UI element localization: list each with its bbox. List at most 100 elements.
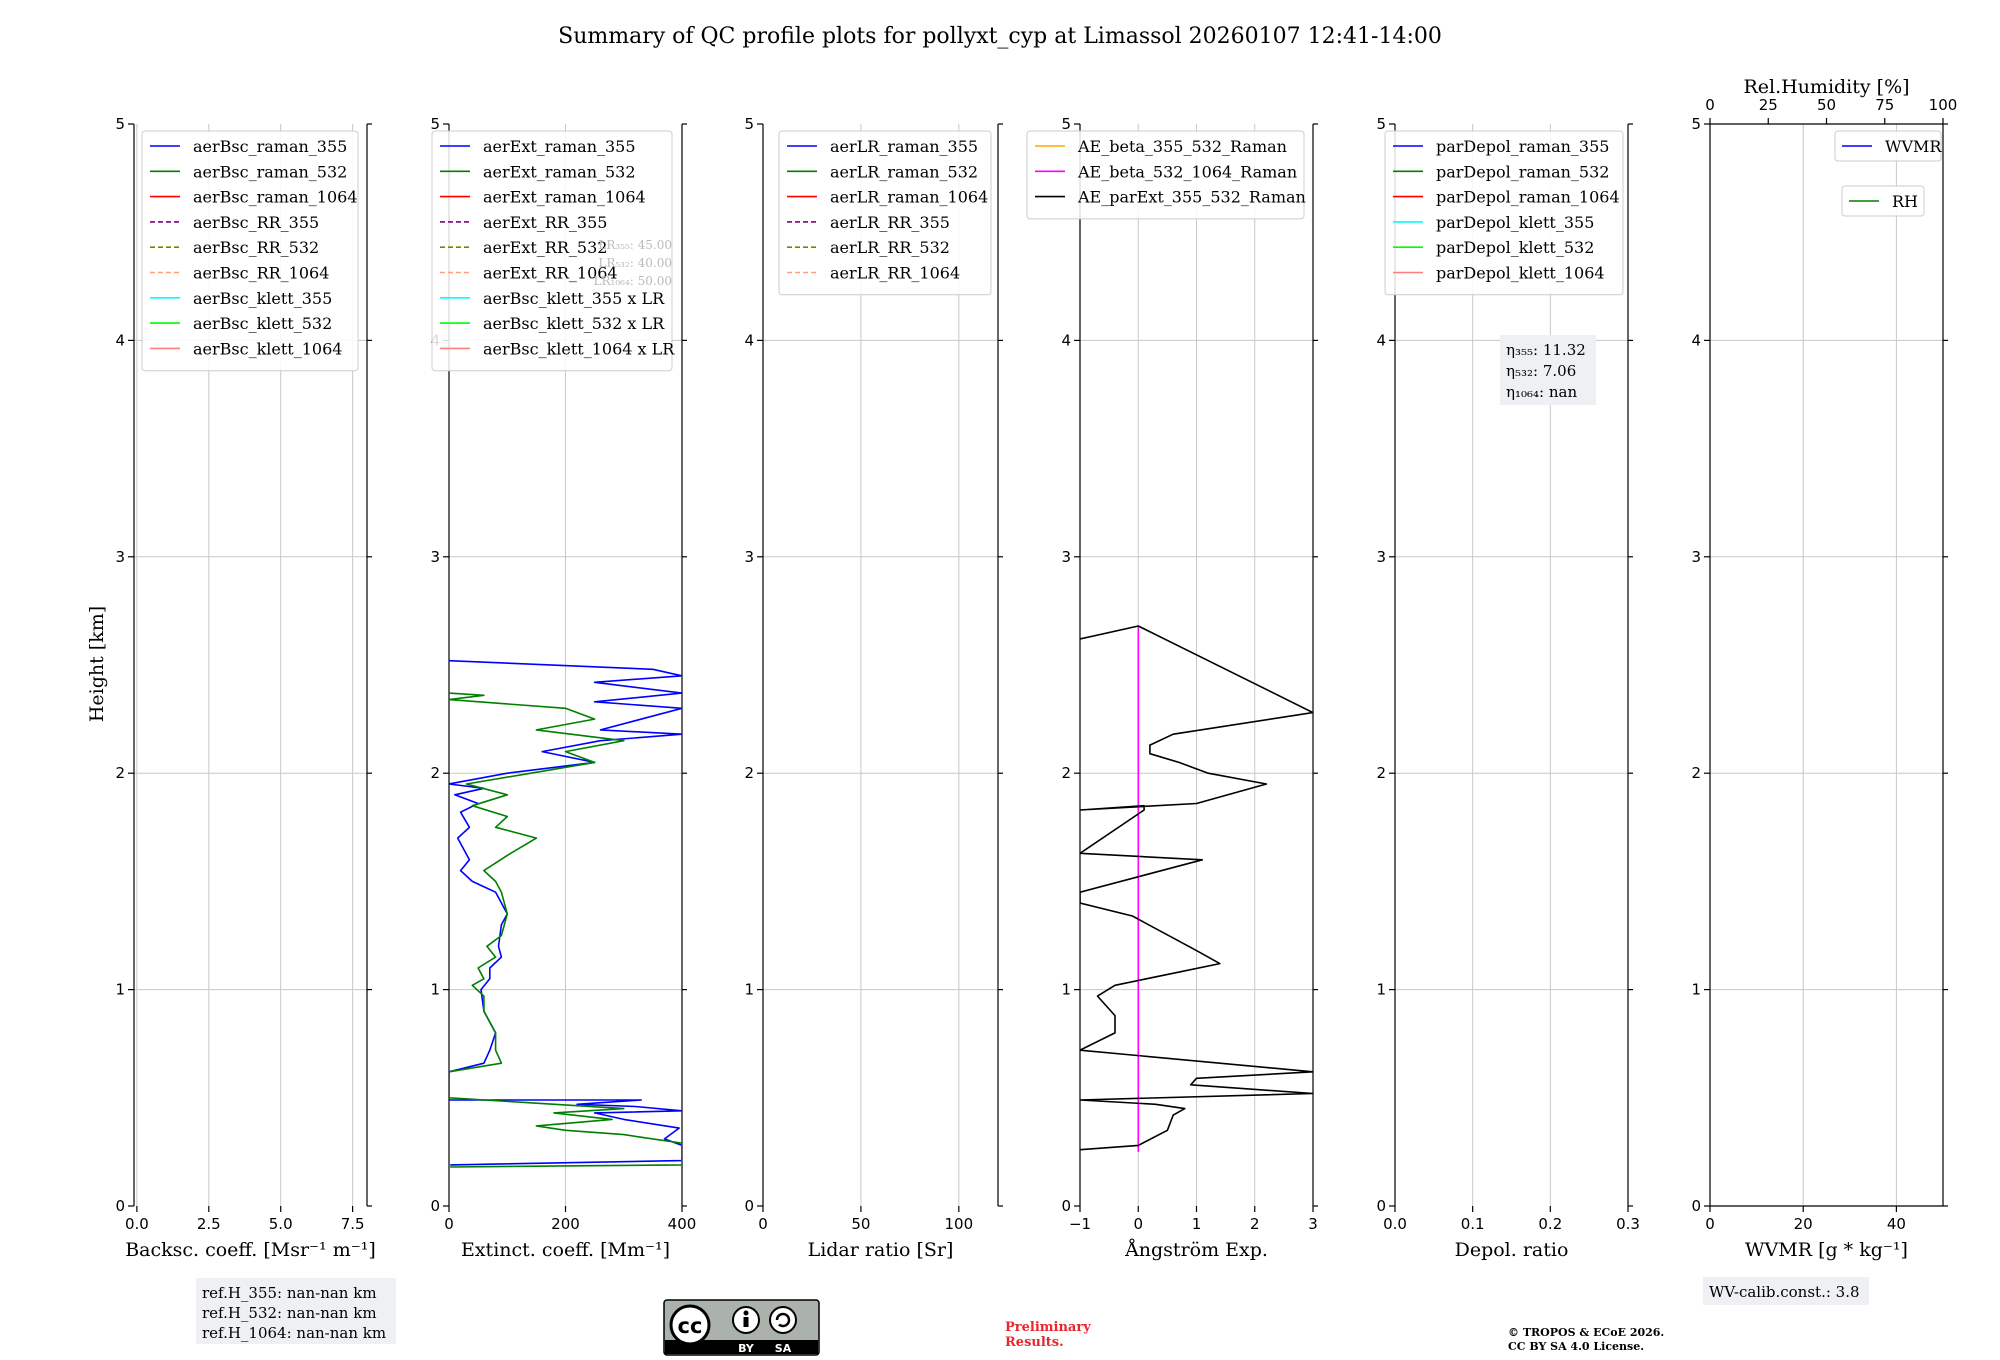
- x-tick-label: 400: [668, 1215, 697, 1233]
- x-tick-label: 100: [945, 1215, 974, 1233]
- share-alike-icon: [769, 1306, 797, 1334]
- y-tick-label: 3: [115, 548, 125, 566]
- y-tick-label: 2: [744, 764, 754, 782]
- x-tick-label: 1: [1192, 1215, 1202, 1233]
- x-tick-label: 0: [1133, 1215, 1143, 1233]
- y-tick-label: 2: [115, 764, 125, 782]
- y-tick-label: 5: [115, 115, 125, 133]
- lr-note: LR₅₃₂: 40.00: [598, 256, 672, 270]
- legend-label: aerBsc_klett_355: [193, 289, 332, 308]
- preliminary-line-2: Results.: [1005, 1335, 1064, 1350]
- legend-label: aerExt_RR_355: [483, 213, 607, 232]
- eta-box: η₃₅₅: 11.32 η₅₃₂: 7.06 η₁₀₆₄: nan: [1500, 335, 1596, 405]
- y-tick-label: 5: [1691, 115, 1701, 133]
- cc-logo-text: cc: [678, 1314, 703, 1338]
- figure-title: Summary of QC profile plots for pollyxt_…: [558, 24, 1442, 49]
- legend-label: aerBsc_klett_1064 x LR: [483, 339, 675, 358]
- legend-label: aerBsc_RR_1064: [193, 264, 329, 283]
- series-line-AE_parExt_355_532_Raman: [1080, 625, 1313, 1151]
- series-line-aerExt_raman_532: [449, 692, 682, 1168]
- eta-value: η₁₀₆₄: nan: [1506, 383, 1577, 401]
- panels: 0 1 2 3 4 5 0.0 2.5 5.0 7.5 Backsc. coeff. [Msr⁻¹ …: [115, 76, 1957, 1261]
- legend-label: aerExt_raman_532: [483, 162, 636, 181]
- legend-label: aerBsc_raman_532: [193, 162, 347, 181]
- copyright-line-1: © TROPOS & ECoE 2026.: [1508, 1326, 1664, 1339]
- legend-wvmr: WVMR: [1834, 130, 1942, 162]
- legend-box: [431, 130, 673, 372]
- x-axis-label: Extinct. coeff. [Mm⁻¹]: [461, 1239, 670, 1261]
- top-x-tick-label: 100: [1929, 96, 1958, 114]
- y-tick-label: 5: [744, 115, 754, 133]
- y-tick-label: 4: [115, 331, 125, 349]
- x-tick-label: 0: [444, 1215, 454, 1233]
- eta-value: η₃₅₅: 11.32: [1506, 341, 1586, 359]
- x-tick-label: 40: [1887, 1215, 1906, 1233]
- legend-label: WVMR: [1885, 137, 1942, 156]
- y-tick-label: 4: [744, 331, 754, 349]
- legend-label: aerBsc_raman_355: [193, 137, 347, 156]
- lr-note: LR₁₀₆₄: 50.00: [594, 274, 672, 288]
- y-tick-label: 3: [430, 548, 440, 566]
- legend-box: [1384, 130, 1624, 296]
- y-tick-label: 5: [430, 115, 440, 133]
- y-tick-label: 4: [1061, 331, 1071, 349]
- legend-label: aerExt_RR_1064: [483, 264, 618, 283]
- legend: aerLR_raman_355 aerLR_raman_532 aerLR_rama…: [778, 130, 992, 296]
- legend-label: aerBsc_klett_532: [193, 314, 332, 333]
- panel-ext: 0123450200400Extinct. coeff. [Mm⁻¹]aerEx…: [430, 115, 696, 1261]
- legend-label: aerBsc_RR_355: [193, 213, 319, 232]
- legend-label: aerExt_raman_355: [483, 137, 636, 156]
- x-tick-label: 0.2: [1538, 1215, 1562, 1233]
- y-tick-label: 3: [1691, 548, 1701, 566]
- y-tick-label: 4: [1376, 331, 1386, 349]
- top-axis-label: Rel.Humidity [%]: [1743, 76, 1909, 98]
- y-tick-label: 5: [1376, 115, 1386, 133]
- legend-label: aerBsc_klett_1064: [193, 339, 342, 358]
- y-tick-label: 1: [1061, 981, 1071, 999]
- y-tick-label: 0: [430, 1197, 440, 1215]
- legend-box: [1834, 130, 1942, 162]
- legend-label: parDepol_raman_355: [1436, 137, 1609, 156]
- y-tick-label: 0: [1691, 1197, 1701, 1215]
- y-tick-label: 1: [744, 981, 754, 999]
- legend-label: parDepol_klett_532: [1436, 238, 1594, 257]
- cc-by-label: BY: [738, 1342, 755, 1355]
- y-tick-label: 2: [1376, 764, 1386, 782]
- x-axis-label: Lidar ratio [Sr]: [808, 1239, 954, 1261]
- y-tick-label: 2: [1061, 764, 1071, 782]
- x-tick-label: −1: [1069, 1215, 1091, 1233]
- y-tick-label: 2: [1691, 764, 1701, 782]
- y-tick-label: 5: [1061, 115, 1071, 133]
- x-tick-label: 0.0: [125, 1215, 149, 1233]
- legend-label: aerLR_raman_532: [830, 162, 978, 181]
- legend-label: parDepol_klett_1064: [1436, 264, 1605, 283]
- y-tick-label: 0: [744, 1197, 754, 1215]
- series-group: [449, 659, 682, 1168]
- series-group: [1080, 625, 1313, 1152]
- y-tick-label: 2: [430, 764, 440, 782]
- x-axis-label: WVMR [g * kg⁻¹]: [1745, 1239, 1908, 1261]
- wv-calib-text: WV-calib.const.: 3.8: [1709, 1283, 1860, 1301]
- ref-height-355: ref.H_355: nan-nan km: [202, 1284, 377, 1302]
- legend: AE_beta_355_532_Raman AE_beta_532_1064_Ra…: [1026, 130, 1306, 220]
- eta-background: [1500, 335, 1596, 405]
- ref-height-532: ref.H_532: nan-nan km: [202, 1304, 377, 1322]
- y-tick-label: 3: [1376, 548, 1386, 566]
- legend-label: AE_parExt_355_532_Raman: [1077, 188, 1306, 207]
- legend-rh: RH: [1841, 185, 1925, 217]
- legend-label: parDepol_klett_355: [1436, 213, 1594, 232]
- panel-bsc: 0 1 2 3 4 5 0.0 2.5 5.0 7.5 Backsc. coeff. [Msr⁻¹ …: [115, 115, 375, 1261]
- legend-label: parDepol_raman_532: [1436, 162, 1609, 181]
- eta-value: η₅₃₂: 7.06: [1506, 362, 1576, 380]
- top-x-tick-label: 25: [1759, 96, 1778, 114]
- x-tick-label: 2: [1250, 1215, 1260, 1233]
- ref-height-box: ref.H_355: nan-nan km ref.H_532: nan-nan…: [196, 1278, 396, 1344]
- legend: aerBsc_raman_355 aerBsc_raman_532 aerBsc_r…: [141, 130, 359, 372]
- legend-label: AE_beta_532_1064_Raman: [1077, 162, 1297, 181]
- y-tick-label: 0: [115, 1197, 125, 1215]
- x-axis-label: Depol. ratio: [1455, 1239, 1569, 1261]
- top-x-tick-label: 0: [1705, 96, 1715, 114]
- legend-box: [1026, 130, 1305, 220]
- y-tick-label: 1: [430, 981, 440, 999]
